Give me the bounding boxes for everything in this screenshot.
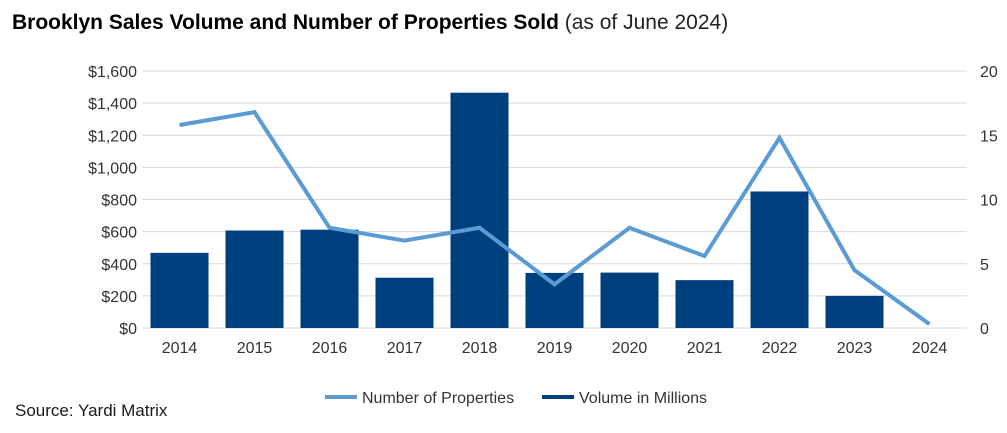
bar-2023 (825, 295, 884, 328)
line-series (179, 109, 931, 326)
x-tick-label: 2022 (762, 340, 798, 357)
y-left-tick-label: $0 (119, 321, 137, 338)
y-right-tick-label: 20 (980, 64, 998, 81)
x-tick-label: 2018 (462, 340, 498, 357)
chart-title-main: Brooklyn Sales Volume and Number of Prop… (12, 11, 559, 34)
bar-2020 (600, 272, 659, 328)
legend: Number of Properties Volume in Millions (325, 390, 707, 407)
x-tick-label: 2015 (237, 340, 273, 357)
y-right-tick-label: 0 (980, 321, 989, 338)
legend-label-number-of-properties: Number of Properties (362, 390, 514, 407)
x-tick-label: 2024 (912, 340, 948, 357)
bar-2016 (300, 229, 359, 328)
bar-2017 (375, 277, 434, 328)
y-left-tick-label: $1,000 (88, 160, 137, 177)
y-axis-right: 0 5 10 15 20 (980, 64, 998, 338)
y-axis-left: $0 $200 $400 $600 $800 $1,000 $1,200 $1,400 $1,6… (88, 64, 137, 338)
bar-series (150, 92, 884, 328)
y-left-tick-label: $800 (101, 193, 137, 210)
x-tick-label: 2019 (537, 340, 573, 357)
y-right-tick-label: 15 (980, 128, 998, 145)
x-tick-label: 2023 (837, 340, 873, 357)
bar-2014 (150, 252, 209, 328)
x-tick-label: 2014 (162, 340, 198, 357)
x-tick-label: 2021 (687, 340, 723, 357)
y-left-tick-label: $1,600 (88, 64, 137, 81)
y-right-tick-label: 5 (980, 257, 989, 274)
y-left-tick-label: $200 (101, 289, 137, 306)
x-axis: 2014 2015 2016 2017 2018 2019 2020 2021 2022 2023… (162, 340, 948, 357)
bar-2021 (675, 280, 734, 328)
y-right-tick-label: 10 (980, 193, 998, 210)
chart-title: Brooklyn Sales Volume and Number of Prop… (12, 9, 728, 37)
chart-subtitle: (as of June 2024) (564, 11, 729, 34)
x-tick-label: 2020 (612, 340, 648, 357)
legend-label-volume-in-millions: Volume in Millions (579, 390, 707, 407)
bar-2019 (525, 272, 584, 328)
x-tick-label: 2017 (387, 340, 423, 357)
bar-2022 (750, 191, 809, 328)
y-left-tick-label: $1,400 (88, 96, 137, 113)
y-left-tick-label: $400 (101, 257, 137, 274)
source-note: Source: Yardi Matrix (15, 401, 168, 420)
x-tick-label: 2016 (312, 340, 348, 357)
y-left-tick-label: $600 (101, 225, 137, 242)
y-left-tick-label: $1,200 (88, 128, 137, 145)
bar-2015 (225, 230, 284, 328)
bar-2018 (450, 92, 509, 328)
